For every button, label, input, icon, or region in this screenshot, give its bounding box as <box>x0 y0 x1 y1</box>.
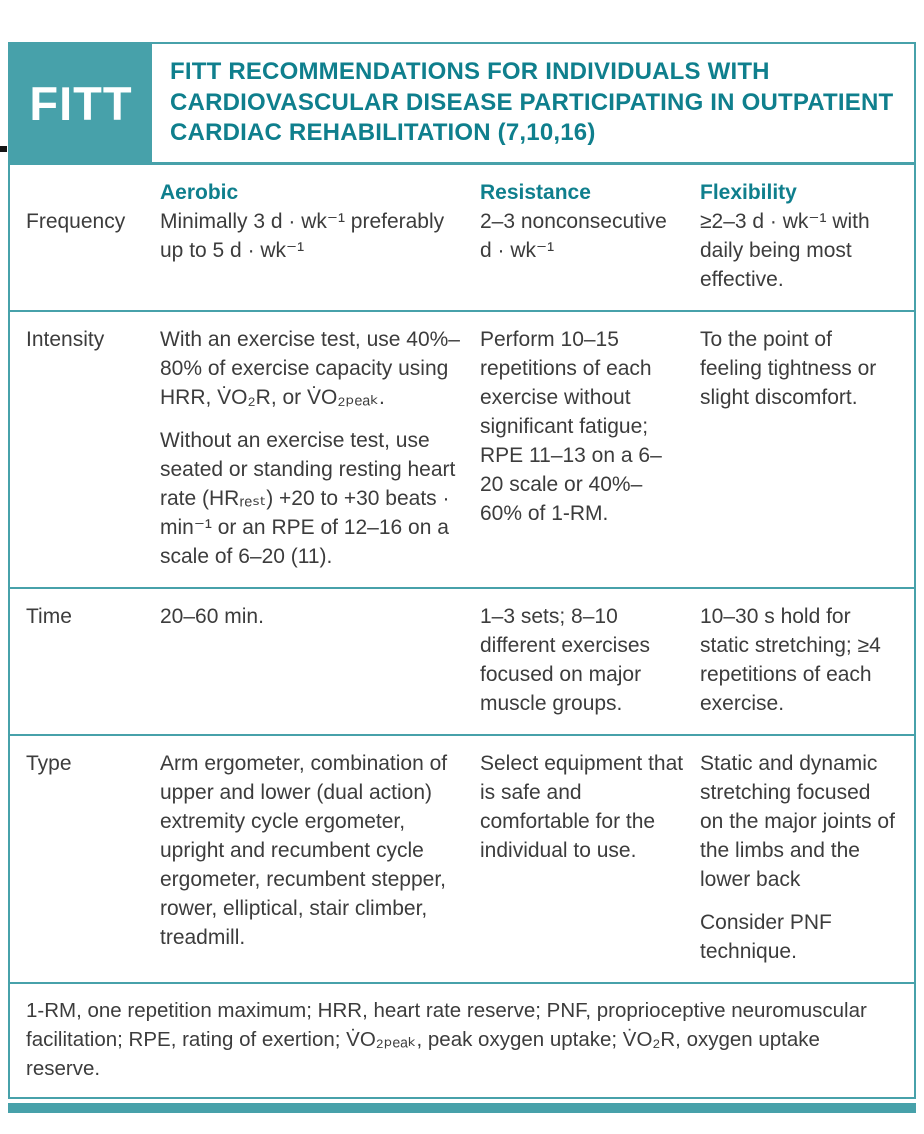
row-label-type: Type <box>26 752 72 776</box>
column-header-flexibility: Flexibility <box>700 181 797 205</box>
cell-time-aerobic: 20–60 min. <box>160 598 480 718</box>
table-header: FITT FITT RECOMMENDATIONS FOR INDIVIDUAL… <box>10 44 914 166</box>
cell-text: Consider PNF technique. <box>700 911 832 964</box>
cell-frequency-resistance: Resistance 2–3 nonconsecutive d · wk⁻¹ <box>480 174 700 294</box>
cell-text: Arm ergometer, combination of upper and … <box>160 752 448 950</box>
cell-intensity-aerobic: With an exercise test, use 40%–80% of ex… <box>160 321 480 571</box>
fitt-badge: FITT <box>10 44 152 163</box>
row-label-intensity: Intensity <box>26 328 105 352</box>
cell-text: With an exercise test, use 40%–80% of ex… <box>160 328 460 410</box>
table-title: FITT RECOMMENDATIONS FOR INDIVIDUALS WIT… <box>170 58 894 147</box>
cell-text: 2–3 nonconsecutive d · wk⁻¹ <box>480 210 667 263</box>
row-type: Type Arm ergometer, combination of upper… <box>10 734 914 982</box>
cell-text: 1–3 sets; 8–10 different exercises focus… <box>480 605 651 716</box>
row-time: Time 20–60 min. 1–3 sets; 8–10 different… <box>10 587 914 734</box>
row-label-time: Time <box>26 605 72 629</box>
row-label-frequency: Frequency <box>26 210 126 234</box>
cell-text: ≥2–3 d · wk⁻¹ with daily being most effe… <box>700 210 870 292</box>
cell-text: Select equipment that is safe and comfor… <box>480 752 684 863</box>
cell-text: Static and dynamic stretching focused on… <box>700 752 895 892</box>
cell-type-resistance: Select equipment that is safe and comfor… <box>480 745 700 966</box>
fitt-table: FITT FITT RECOMMENDATIONS FOR INDIVIDUAL… <box>8 42 916 1100</box>
column-header-aerobic: Aerobic <box>160 181 239 205</box>
cell-time-resistance: 1–3 sets; 8–10 different exercises focus… <box>480 598 700 718</box>
cell-frequency-flexibility: Flexibility ≥2–3 d · wk⁻¹ with daily bei… <box>700 174 914 294</box>
cell-type-flexibility: Static and dynamic stretching focused on… <box>700 745 914 966</box>
cell-text: To the point of feeling tightness or sli… <box>700 328 877 410</box>
column-header-resistance: Resistance <box>480 181 591 205</box>
cell-text: 10–30 s hold for static stretching; ≥4 r… <box>700 605 881 716</box>
cell-text: Without an exercise test, use seated or … <box>160 429 456 569</box>
cell-type-aerobic: Arm ergometer, combination of upper and … <box>160 745 480 966</box>
footnote: 1-RM, one repetition maximum; HRR, heart… <box>10 982 914 1097</box>
row-intensity: Intensity With an exercise test, use 40%… <box>10 310 914 587</box>
cell-text: Perform 10–15 repetitions of each exerci… <box>480 328 662 526</box>
cell-time-flexibility: 10–30 s hold for static stretching; ≥4 r… <box>700 598 914 718</box>
cell-intensity-resistance: Perform 10–15 repetitions of each exerci… <box>480 321 700 571</box>
cell-text: 20–60 min. <box>160 605 264 629</box>
cell-frequency-aerobic: Aerobic Minimally 3 d · wk⁻¹ preferably … <box>160 174 480 294</box>
cell-intensity-flexibility: To the point of feeling tightness or sli… <box>700 321 914 571</box>
row-frequency: Frequency Aerobic Minimally 3 d · wk⁻¹ p… <box>10 165 914 310</box>
bottom-accent-bar <box>8 1103 916 1114</box>
print-registration-mark <box>0 146 7 152</box>
cell-text: Minimally 3 d · wk⁻¹ preferably up to 5 … <box>160 210 445 263</box>
